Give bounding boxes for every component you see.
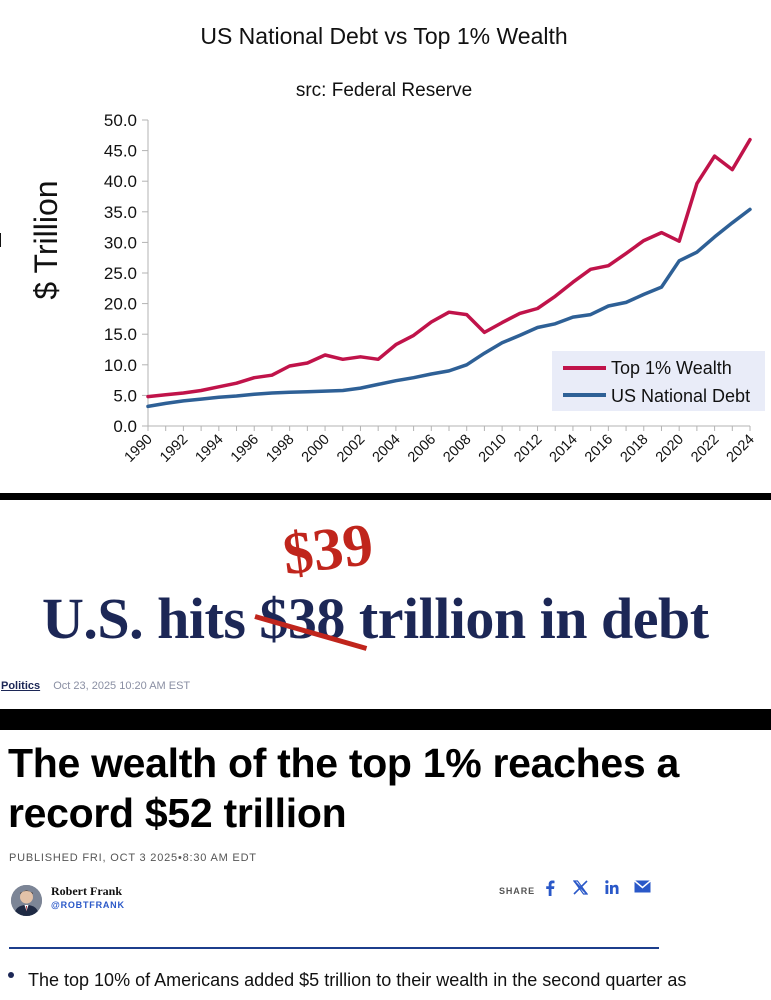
y-tick-label: 25.0 bbox=[104, 264, 137, 283]
x-tick-label: 2006 bbox=[405, 432, 439, 466]
legend-label-top1: Top 1% Wealth bbox=[611, 358, 732, 378]
y-tick-label: 5.0 bbox=[113, 386, 137, 405]
y-tick-label: 40.0 bbox=[104, 172, 137, 191]
x-ticks: 1990 1992 1994 1996 1998 2000 2002 2004 2006 2008… bbox=[122, 426, 758, 466]
x-tick-label: 2010 bbox=[476, 432, 510, 466]
y-axis-label: $ Trillion bbox=[28, 180, 64, 299]
legend: Top 1% Wealth US National Debt bbox=[552, 351, 765, 411]
avatar[interactable] bbox=[11, 885, 42, 916]
avatar-portrait-icon bbox=[11, 885, 42, 916]
series-lines bbox=[146, 137, 752, 409]
section-divider-2 bbox=[0, 709, 771, 730]
x-tick-label: 1990 bbox=[122, 432, 156, 466]
x-tick-label: 2012 bbox=[511, 432, 545, 466]
x-tick-label: 2014 bbox=[547, 432, 581, 466]
chart-subtitle: src: Federal Reserve bbox=[296, 80, 472, 101]
author-handle[interactable]: @ROBTFRANK bbox=[51, 900, 125, 910]
y-tick-label: 35.0 bbox=[104, 203, 137, 222]
x-icon[interactable] bbox=[572, 880, 589, 899]
x-tick-label: 2022 bbox=[688, 432, 722, 466]
x-tick-label: 1998 bbox=[263, 432, 297, 466]
article-title[interactable]: The wealth of the top 1% reaches a recor… bbox=[8, 740, 680, 836]
article-datetime: Oct 23, 2025 10:20 AM EST bbox=[53, 680, 191, 692]
linkedin-icon[interactable] bbox=[605, 880, 619, 898]
x-tick-label: 2024 bbox=[724, 432, 758, 466]
debt-headline[interactable]: U.S. hits $38 trillion in debt bbox=[42, 585, 709, 652]
y-ticks: 0.0 5.0 10.0 15.0 20.0 25.0 30.0 35.0 40.0 45.0 50… bbox=[104, 111, 148, 436]
y-tick-label: 30.0 bbox=[104, 233, 137, 252]
chart-title: US National Debt vs Top 1% Wealth bbox=[200, 23, 567, 49]
article-meta: Politics Oct 23, 2025 10:20 AM EST bbox=[1, 680, 190, 692]
series-line-top1-wealth bbox=[146, 137, 752, 399]
category-link[interactable]: Politics bbox=[1, 680, 41, 692]
struck-amount: $38 bbox=[254, 585, 368, 652]
y-tick-label: 15.0 bbox=[104, 325, 137, 344]
y-tick-label: 0.0 bbox=[113, 417, 137, 436]
x-tick-label: 2020 bbox=[653, 432, 687, 466]
x-tick-label: 2002 bbox=[334, 432, 368, 466]
published-date: PUBLISHED FRI, OCT 3 2025•8:30 AM EDT bbox=[9, 852, 257, 864]
series-line-national-debt bbox=[146, 207, 752, 409]
x-tick-label: 1996 bbox=[228, 432, 262, 466]
x-tick-label: 2018 bbox=[617, 432, 651, 466]
x-tick-label: 2004 bbox=[370, 432, 404, 466]
y-tick-label: 20.0 bbox=[104, 295, 137, 314]
legend-label-debt: US National Debt bbox=[611, 386, 750, 406]
y-tick-label: 10.0 bbox=[104, 356, 137, 375]
y-tick-label: 45.0 bbox=[104, 142, 137, 161]
wealth-article: The wealth of the top 1% reaches a recor… bbox=[0, 730, 771, 1000]
legend-box bbox=[552, 351, 765, 411]
section-divider bbox=[0, 493, 771, 500]
replacement-amount: $39 bbox=[279, 510, 377, 588]
article-rule bbox=[9, 947, 659, 949]
headline-suffix: trillion in debt bbox=[344, 586, 709, 651]
x-tick-label: 2008 bbox=[440, 432, 474, 466]
chart-svg: US National Debt vs Top 1% Wealth src: F… bbox=[0, 23, 765, 466]
email-icon[interactable] bbox=[634, 880, 651, 897]
headline-prefix: U.S. hits bbox=[42, 586, 260, 651]
key-point-bullet: The top 10% of Americans added $5 trilli… bbox=[28, 970, 687, 990]
bullet-dot bbox=[8, 972, 14, 978]
debt-headline-card: $39 U.S. hits $38 trillion in debt Polit… bbox=[0, 501, 771, 709]
x-tick-label: 1992 bbox=[157, 432, 191, 466]
facebook-icon[interactable] bbox=[545, 880, 555, 900]
share-label: SHARE bbox=[499, 886, 536, 896]
x-tick-label: 2016 bbox=[582, 432, 616, 466]
author-name[interactable]: Robert Frank bbox=[51, 884, 122, 898]
x-tick-label: 2000 bbox=[299, 432, 333, 466]
chart-section: US National Debt vs Top 1% Wealth src: F… bbox=[0, 0, 771, 494]
x-tick-label: 1994 bbox=[193, 432, 227, 466]
y-tick-label: 50.0 bbox=[104, 111, 137, 130]
